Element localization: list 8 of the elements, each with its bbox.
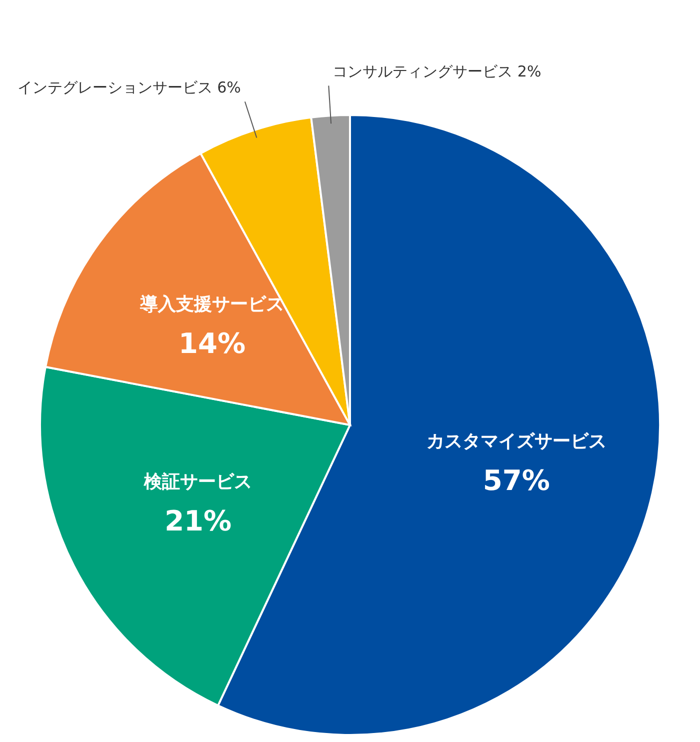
slice-label: 導入支援サービス [139, 294, 284, 315]
slice-label: コンサルティングサービス 2% [332, 62, 542, 81]
data-label: 14% [178, 326, 246, 360]
data-label: 21% [164, 504, 232, 538]
data-label: 57% [482, 464, 550, 498]
slice-label: カスタマイズサービス [426, 431, 606, 452]
slice-label: インテグレーションサービス 6% [17, 78, 241, 97]
slice-label: 検証サービス [143, 471, 252, 492]
